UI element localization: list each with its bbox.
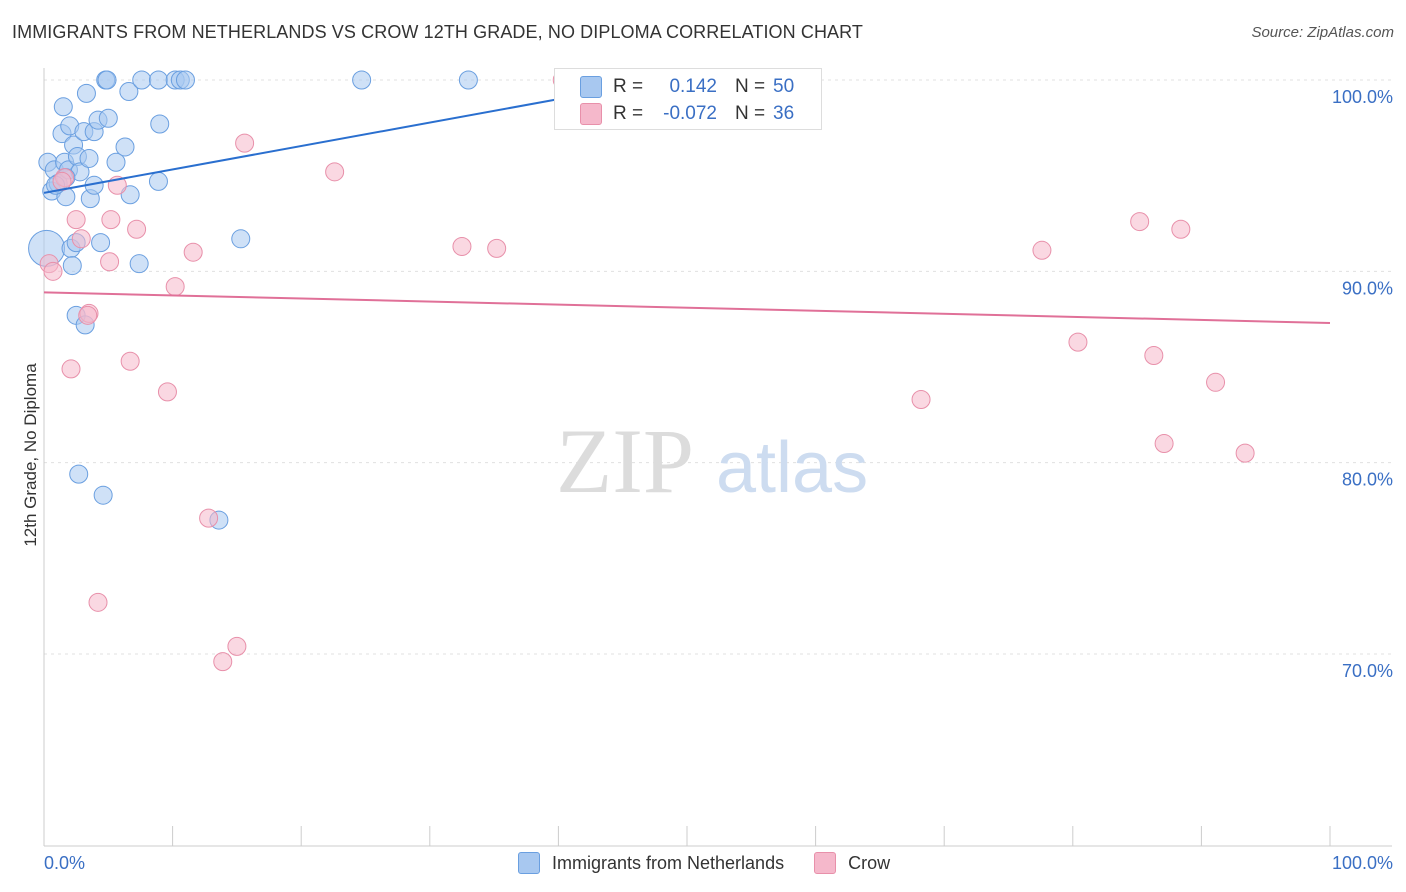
data-point xyxy=(352,70,372,90)
data-point xyxy=(148,171,168,191)
y-tick-label: 80.0% xyxy=(1342,470,1393,490)
data-point xyxy=(148,70,168,90)
data-point xyxy=(78,305,98,325)
n-label: N = xyxy=(735,103,766,124)
data-point xyxy=(1154,434,1174,454)
n-value: 50 xyxy=(773,76,795,97)
x-tick-label: 100.0% xyxy=(1332,853,1393,873)
data-point xyxy=(127,219,147,239)
data-point xyxy=(120,351,140,371)
data-point xyxy=(1144,346,1164,366)
bottom-legend: Immigrants from Netherlands Crow xyxy=(518,852,920,874)
data-point xyxy=(120,185,140,205)
data-point xyxy=(66,210,86,230)
r-label: R = xyxy=(613,76,644,97)
data-point xyxy=(452,236,472,256)
r-value: -0.072 xyxy=(663,103,717,124)
data-point xyxy=(165,277,185,297)
data-point xyxy=(1130,212,1150,232)
stats-swatch-netherlands xyxy=(580,76,602,98)
data-point xyxy=(115,137,135,157)
source-label: Source: ZipAtlas.com xyxy=(1251,24,1394,41)
data-point xyxy=(213,652,233,672)
legend-swatch-crow xyxy=(814,852,837,874)
data-point xyxy=(1068,332,1088,352)
tick-labels: 100.0% 90.0% 80.0% 70.0% 0.0% 100.0% xyxy=(44,87,1393,873)
stats-row-crow: R = -0.072 N = 36 xyxy=(555,101,821,127)
trend-line xyxy=(43,291,1331,324)
legend-label-netherlands: Immigrants from Netherlands xyxy=(552,852,785,873)
trend-lines xyxy=(43,98,1331,324)
data-point xyxy=(1206,372,1226,392)
chart-title: IMMIGRANTS FROM NETHERLANDS VS CROW 12TH… xyxy=(12,22,864,42)
data-point xyxy=(458,70,478,90)
data-point xyxy=(61,359,81,379)
data-point xyxy=(150,114,170,134)
y-axis-label: 12th Grade, No Diploma xyxy=(21,363,40,547)
data-point xyxy=(53,97,73,117)
data-point xyxy=(93,485,113,505)
watermark-atlas: atlas xyxy=(716,428,868,508)
data-point xyxy=(231,229,251,249)
stats-legend: R = 0.142 N = 50 R = -0.072 N = 36 xyxy=(554,68,822,130)
data-point xyxy=(71,229,91,249)
x-tick-label: 0.0% xyxy=(44,853,85,873)
gridlines xyxy=(44,79,1392,655)
data-point xyxy=(119,81,139,101)
data-point xyxy=(76,83,96,103)
data-point xyxy=(101,210,121,230)
stats-swatch-crow xyxy=(580,103,602,125)
legend-item-crow[interactable]: Crow xyxy=(814,852,890,874)
data-point xyxy=(1235,443,1255,463)
data-point xyxy=(43,261,63,281)
data-point xyxy=(175,70,195,90)
axes xyxy=(43,68,1392,847)
series-netherlands-points xyxy=(28,70,478,530)
data-point xyxy=(69,464,89,484)
data-point xyxy=(97,70,117,90)
watermark-zip: ZIP xyxy=(556,410,694,512)
legend-swatch-netherlands xyxy=(518,852,540,874)
data-point xyxy=(1032,240,1052,260)
r-value: 0.142 xyxy=(669,76,717,97)
legend-item-netherlands[interactable]: Immigrants from Netherlands xyxy=(518,852,784,874)
data-point xyxy=(98,108,118,128)
data-point xyxy=(132,70,152,90)
stats-row-netherlands: R = 0.142 N = 50 xyxy=(555,74,821,100)
data-point xyxy=(325,162,345,182)
data-point xyxy=(235,133,255,153)
series-crow-points xyxy=(39,70,1255,672)
data-point xyxy=(183,242,203,262)
data-point xyxy=(62,256,82,276)
data-point xyxy=(911,390,931,410)
data-point xyxy=(91,233,111,253)
data-point xyxy=(100,252,120,272)
data-point xyxy=(487,238,507,258)
legend-label-crow: Crow xyxy=(848,852,891,873)
y-tick-label: 90.0% xyxy=(1342,278,1393,298)
data-point xyxy=(106,152,126,172)
data-point xyxy=(157,382,177,402)
trend-line xyxy=(43,98,559,194)
data-point xyxy=(227,636,247,656)
n-label: N = xyxy=(735,76,766,97)
y-tick-label: 70.0% xyxy=(1342,661,1393,681)
data-point xyxy=(199,508,219,528)
data-point xyxy=(88,592,108,612)
data-point xyxy=(79,148,99,168)
data-point xyxy=(129,254,149,274)
data-point xyxy=(1171,219,1191,239)
y-tick-label: 100.0% xyxy=(1332,87,1393,107)
r-label: R = xyxy=(613,103,644,124)
n-value: 36 xyxy=(773,103,795,124)
